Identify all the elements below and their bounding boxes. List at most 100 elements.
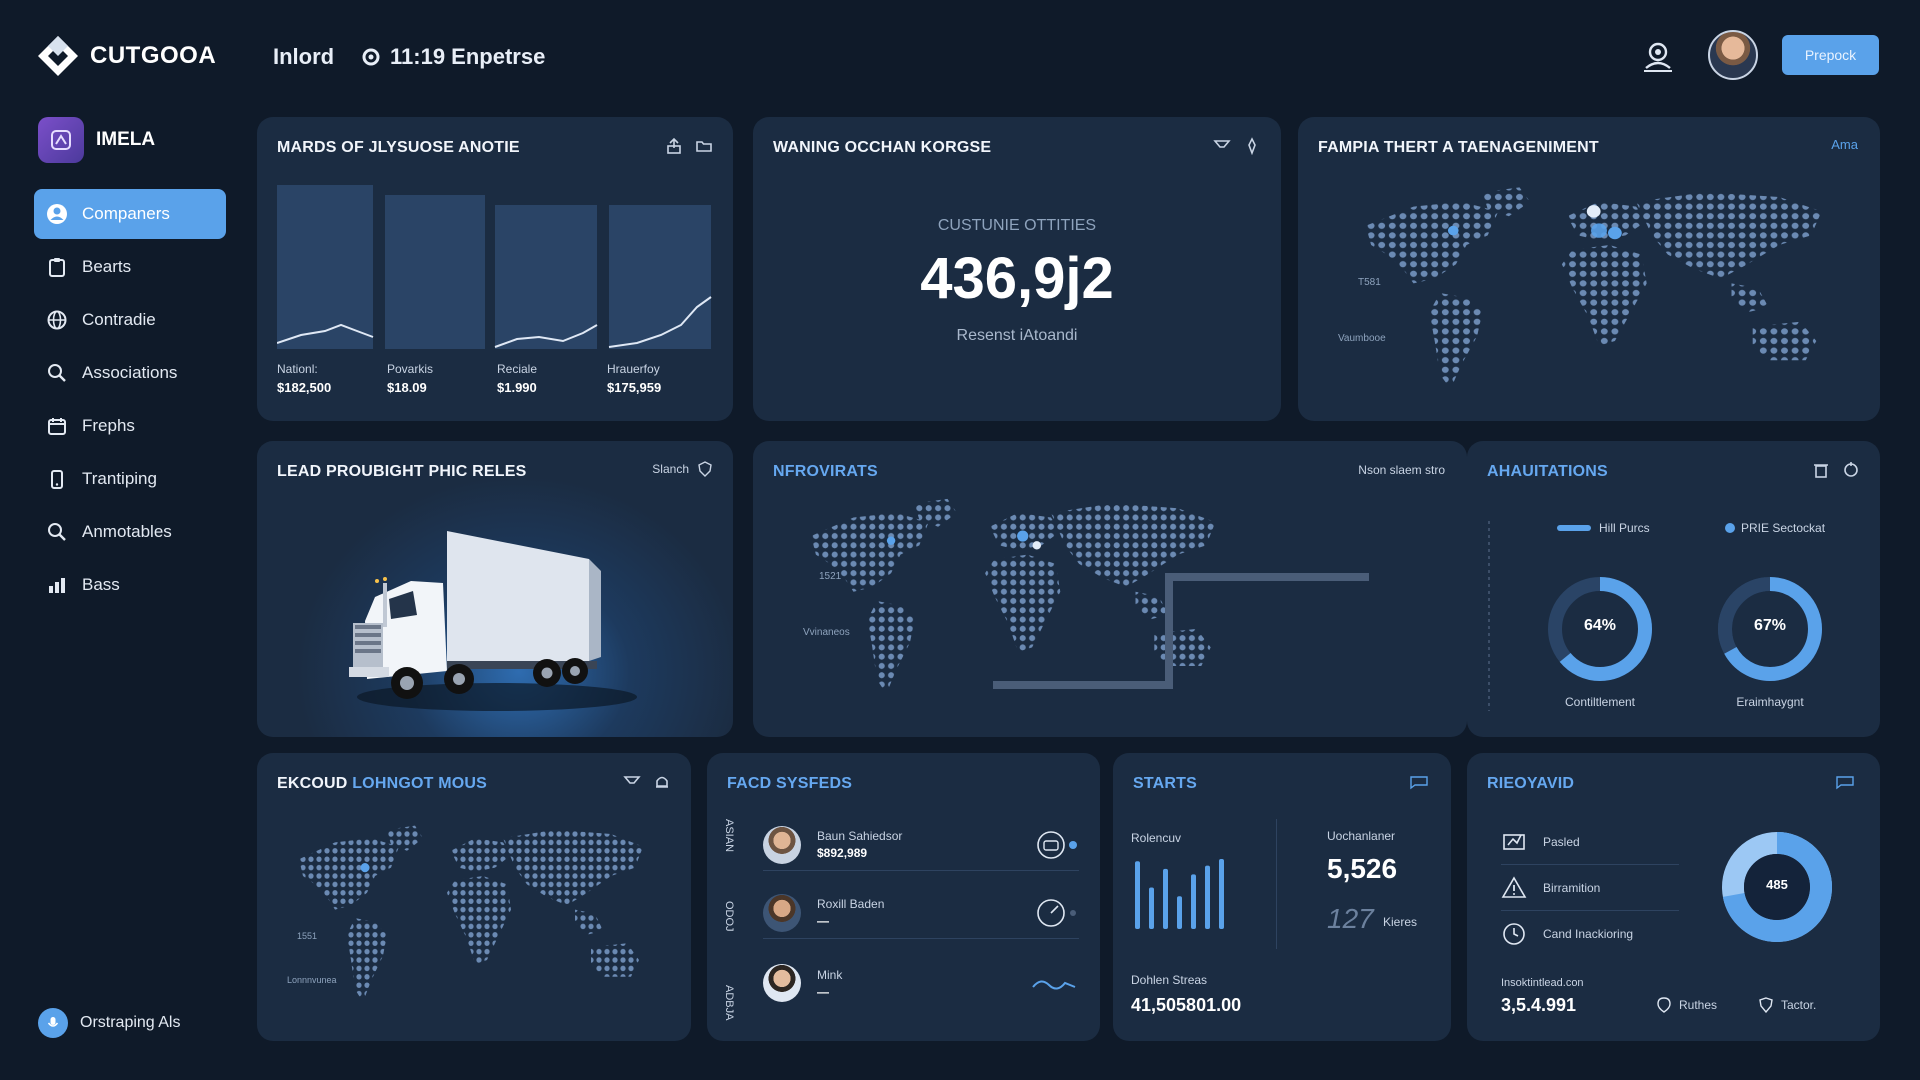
bell-icon[interactable] [653,773,671,791]
map-marker[interactable] [1017,530,1029,542]
brand-mark-icon [38,36,78,76]
sidebar-item-companers[interactable]: Companers [34,189,226,239]
people-card: FACD SYSFEDS ASIAN ODOJ ADBJA Baun Sahie… [707,753,1100,1041]
header-nav-text[interactable]: Inlord [273,44,335,69]
trend-icon[interactable] [1031,973,1079,993]
starts-bar[interactable] [1135,861,1140,929]
metric-panel-2[interactable] [385,195,485,349]
share-icon[interactable] [665,137,683,155]
donut-link-a[interactable]: Ruthes [1657,997,1717,1013]
sparkline-4 [608,296,712,348]
list-item[interactable]: Baun Sahiedsor $892,989 [763,819,1079,871]
list-item[interactable]: Mink — [763,957,1079,1009]
people-side-c: ADBJA [723,985,735,1021]
sidebar-item-label: Associations [82,363,178,382]
camera-icon[interactable] [1035,829,1079,861]
assistant-button[interactable]: Orstraping Als [38,1008,180,1038]
header-sub[interactable]: 11:19 Enpetrse [360,44,545,70]
gauge-2-arc[interactable] [1718,577,1822,681]
list-item[interactable]: Birramition [1501,865,1679,911]
sidebar-item-frephs[interactable]: Frephs [34,401,226,451]
user-avatar[interactable] [1708,30,1758,80]
starts-bar[interactable] [1149,887,1154,929]
gauge-icon[interactable] [1035,897,1079,929]
pin-icon[interactable] [1243,137,1261,155]
person-name: Roxill Baden [817,897,885,911]
chart-icon [49,578,65,593]
world-map-mid[interactable] [783,485,1253,717]
gauges-title: AHAUITATIONS [1487,463,1608,480]
folder-icon[interactable] [695,137,713,155]
settings-icon [362,48,380,66]
truck-action[interactable]: Slanch [652,462,689,476]
legend-item-b: PRIE Sectockat [1725,521,1825,535]
donut-title: RIEOYAVID [1487,775,1575,792]
primary-action-button[interactable]: Prepock [1782,35,1879,75]
filter-icon[interactable] [1213,137,1231,155]
workspace-icon [38,117,84,163]
metrics-sparkline-panels [277,185,712,349]
map-marker[interactable] [1591,223,1607,238]
calendar-icon [48,418,66,435]
starts-bar[interactable] [1191,874,1196,929]
metric-panel-3[interactable] [495,205,597,349]
map-marker[interactable] [360,862,370,873]
gauge-1-arc[interactable] [1548,577,1652,681]
sidebar-item-bass[interactable]: Bass [34,560,226,610]
map-bottom-card: EKCOUD LOHNGOT MOUS 1551 Lonnnvunea [257,753,691,1041]
workspace-switcher[interactable]: IMELA [38,117,155,163]
metrics-title: MARDS OF JLYSUOSE ANOTIE [277,139,520,156]
donut-link-b[interactable]: Tactor. [1759,997,1816,1013]
counter-value: 436,9j2 [920,246,1114,311]
list-item[interactable]: Cand Inackioring [1501,911,1679,957]
world-map-top[interactable] [1334,173,1864,413]
sidebar-item-associations[interactable]: Associations [34,348,226,398]
legend-item-a: Hill Purcs [1557,521,1650,535]
metrics-card: MARDS OF JLYSUOSE ANOTIE Nationl: $182,5… [257,117,733,421]
refresh-icon[interactable] [1842,461,1860,479]
sidebar-item-bearts[interactable]: Bearts [34,242,226,292]
starts-bottom-label: Dohlen Streas [1131,973,1208,987]
map-marker[interactable] [1032,541,1042,550]
map-top-card: FAMPIA THERT A TAENAGENIMENT Ama T581 Va… [1298,117,1880,421]
metric-item-4: Hrauerfoy $175,959 [607,362,717,395]
gauge-2-label: Eraimhaygnt [1736,695,1804,709]
gauge-1-value: 64% [1583,617,1617,634]
legend-swatch [1557,525,1591,531]
list-item[interactable]: Pasled [1501,819,1679,865]
message-icon[interactable] [1830,773,1860,791]
brand-logo[interactable]: CUTGOOA [36,34,216,78]
metric-panel-1[interactable] [277,185,373,349]
metric-panel-4[interactable] [609,205,711,349]
map-marker[interactable] [886,536,896,545]
support-agent-icon[interactable] [1640,38,1676,74]
brand-name: CUTGOOA [90,42,217,69]
sidebar-item-anmotables[interactable]: Anmotables [34,507,226,557]
map-marker[interactable] [1447,225,1459,236]
map-top-link[interactable]: Ama [1831,137,1858,152]
map-bottom-title-b: LOHNGOT MOUS [352,775,488,792]
sidebar-item-contradie[interactable]: Contradie [34,295,226,345]
map-marker[interactable] [1608,226,1622,240]
trash-icon[interactable] [1812,461,1830,479]
sparkline-1 [277,323,374,344]
starts-bar[interactable] [1205,865,1210,929]
map-marker[interactable] [1586,205,1601,218]
list-item[interactable]: Roxill Baden — [763,887,1079,939]
filter-icon[interactable] [623,773,641,791]
starts-bar[interactable] [1163,868,1168,929]
map-top-axis-a: T581 [1358,277,1381,288]
starts-bar[interactable] [1219,859,1224,929]
message-icon[interactable] [1407,773,1431,791]
world-map-bottom[interactable] [275,813,675,1023]
clock-icon [1503,923,1525,945]
workspace-name: IMELA [96,129,156,150]
starts-bottom-value: 41,505801.00 [1131,995,1242,1015]
sidebar-item-trantiping[interactable]: Trantiping [34,454,226,504]
shield-icon[interactable] [697,461,713,477]
person-value: — [817,984,829,999]
gauge-2-value: 67% [1753,617,1787,634]
truck-image [349,531,637,711]
starts-bar[interactable] [1177,896,1182,929]
donut-arc[interactable] [1722,832,1832,942]
